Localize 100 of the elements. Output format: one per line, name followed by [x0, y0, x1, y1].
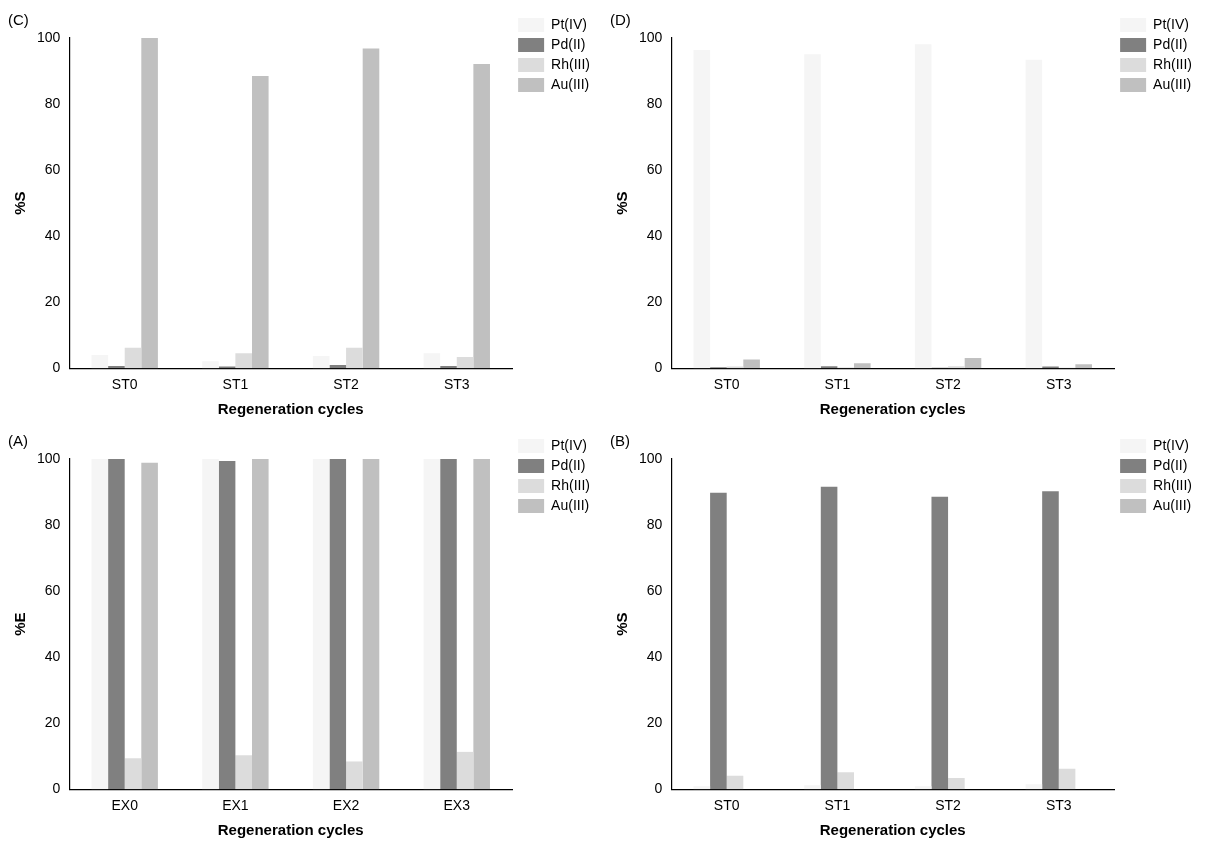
x-tick-label: ST0: [111, 376, 138, 393]
chart-title: (C): [8, 11, 29, 29]
y-axis-title: %S: [613, 191, 631, 215]
x-tick-label: ST3: [1045, 376, 1072, 393]
bar: [710, 492, 727, 790]
y-tick-label: 0: [654, 780, 663, 797]
y-tick-label: 100: [639, 28, 663, 45]
y-tick-label: 100: [37, 28, 61, 45]
bar: [1058, 768, 1076, 790]
bar: [312, 355, 330, 369]
bar: [473, 459, 490, 790]
x-tick-label: ST0: [713, 797, 740, 814]
bar: [1075, 364, 1092, 369]
bar: [346, 347, 363, 369]
bar: [329, 459, 347, 790]
bar: [362, 48, 380, 369]
legend-label: Pd(II): [551, 35, 586, 52]
legend-label: Au(III): [551, 496, 590, 513]
bar: [235, 353, 252, 369]
legend-label: Pd(II): [551, 456, 586, 473]
y-tick-label: 40: [646, 647, 663, 664]
bar: [820, 486, 838, 790]
bar: [362, 459, 380, 790]
y-tick-label: 80: [44, 515, 61, 532]
legend-label: Au(III): [1153, 75, 1192, 92]
bar: [693, 49, 711, 369]
y-tick-label: 0: [52, 780, 61, 797]
bar: [1025, 784, 1043, 790]
bar: [141, 38, 158, 369]
y-tick-label: 60: [44, 581, 61, 598]
legend-label: Pt(IV): [1153, 436, 1189, 453]
chart-title: (A): [8, 432, 28, 450]
x-axis-title: Regeneration cycles: [217, 821, 364, 839]
bar: [964, 357, 982, 369]
bar: [743, 359, 760, 369]
bar: [312, 459, 330, 790]
bar: [346, 761, 363, 790]
y-tick-label: 40: [44, 226, 61, 243]
legend-label: Pt(IV): [551, 15, 587, 32]
bar: [1025, 59, 1043, 369]
y-tick-label: 0: [52, 359, 61, 376]
bar: [91, 354, 109, 369]
legend-label: Rh(III): [1153, 476, 1192, 493]
bar: [1042, 491, 1059, 790]
bar: [914, 44, 932, 369]
x-axis-title: Regeneration cycles: [819, 400, 966, 418]
y-tick-label: 60: [646, 160, 663, 177]
x-tick-label: ST1: [222, 376, 249, 393]
bar: [804, 785, 821, 790]
bar: [202, 361, 219, 369]
y-tick-label: 40: [44, 647, 61, 664]
x-tick-label: ST2: [333, 376, 360, 393]
x-tick-label: ST0: [713, 376, 740, 393]
x-tick-label: ST3: [1045, 797, 1072, 814]
x-tick-label: EX0: [111, 797, 139, 814]
bar: [218, 460, 236, 790]
y-tick-label: 80: [646, 94, 663, 111]
y-tick-label: 100: [639, 449, 663, 466]
legend-label: Pd(II): [1153, 456, 1188, 473]
legend-label: Au(III): [1153, 496, 1192, 513]
bar: [423, 459, 441, 790]
legend-label: Pt(IV): [551, 436, 587, 453]
y-tick-label: 20: [44, 714, 61, 731]
bar: [91, 459, 109, 790]
x-tick-label: ST2: [935, 797, 962, 814]
y-tick-label: 100: [37, 449, 61, 466]
y-tick-label: 80: [44, 94, 61, 111]
bar: [329, 364, 347, 369]
legend-label: Rh(III): [551, 476, 590, 493]
y-tick-label: 60: [646, 581, 663, 598]
bar: [141, 462, 158, 790]
bar: [473, 64, 490, 369]
y-axis-title: %S: [11, 191, 29, 215]
chart-title: (D): [610, 11, 631, 29]
bar: [251, 459, 269, 790]
bar: [124, 347, 142, 369]
x-tick-label: ST3: [443, 376, 470, 393]
y-tick-label: 20: [44, 293, 61, 310]
x-tick-label: ST1: [824, 376, 851, 393]
x-tick-label: EX1: [222, 797, 249, 814]
bar: [804, 54, 821, 369]
y-tick-label: 0: [654, 359, 663, 376]
bar: [124, 758, 142, 790]
y-tick-label: 40: [646, 226, 663, 243]
legend-label: Au(III): [551, 75, 590, 92]
bar: [853, 363, 871, 369]
bar: [948, 777, 965, 790]
legend-label: Pt(IV): [1153, 15, 1189, 32]
bar: [931, 496, 949, 790]
bar: [440, 459, 457, 790]
bar: [108, 459, 125, 790]
x-axis-title: Regeneration cycles: [819, 821, 966, 839]
bar: [423, 353, 441, 369]
bar: [235, 755, 252, 790]
x-tick-label: ST2: [935, 376, 962, 393]
y-tick-label: 80: [646, 515, 663, 532]
x-tick-label: ST1: [824, 797, 851, 814]
bar: [456, 356, 474, 369]
y-tick-label: 20: [646, 714, 663, 731]
bar: [251, 75, 269, 369]
